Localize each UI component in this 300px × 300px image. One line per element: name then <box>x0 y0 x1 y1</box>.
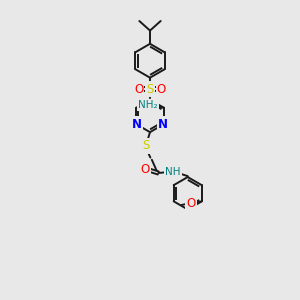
Text: N: N <box>158 118 168 130</box>
Text: O: O <box>141 163 150 176</box>
Text: NH: NH <box>165 167 181 177</box>
Text: N: N <box>132 118 142 130</box>
Text: S: S <box>146 82 154 96</box>
Text: O: O <box>157 82 166 96</box>
Text: O: O <box>134 82 143 96</box>
Text: NH₂: NH₂ <box>138 100 158 110</box>
Text: S: S <box>142 140 150 152</box>
Text: O: O <box>186 197 195 210</box>
